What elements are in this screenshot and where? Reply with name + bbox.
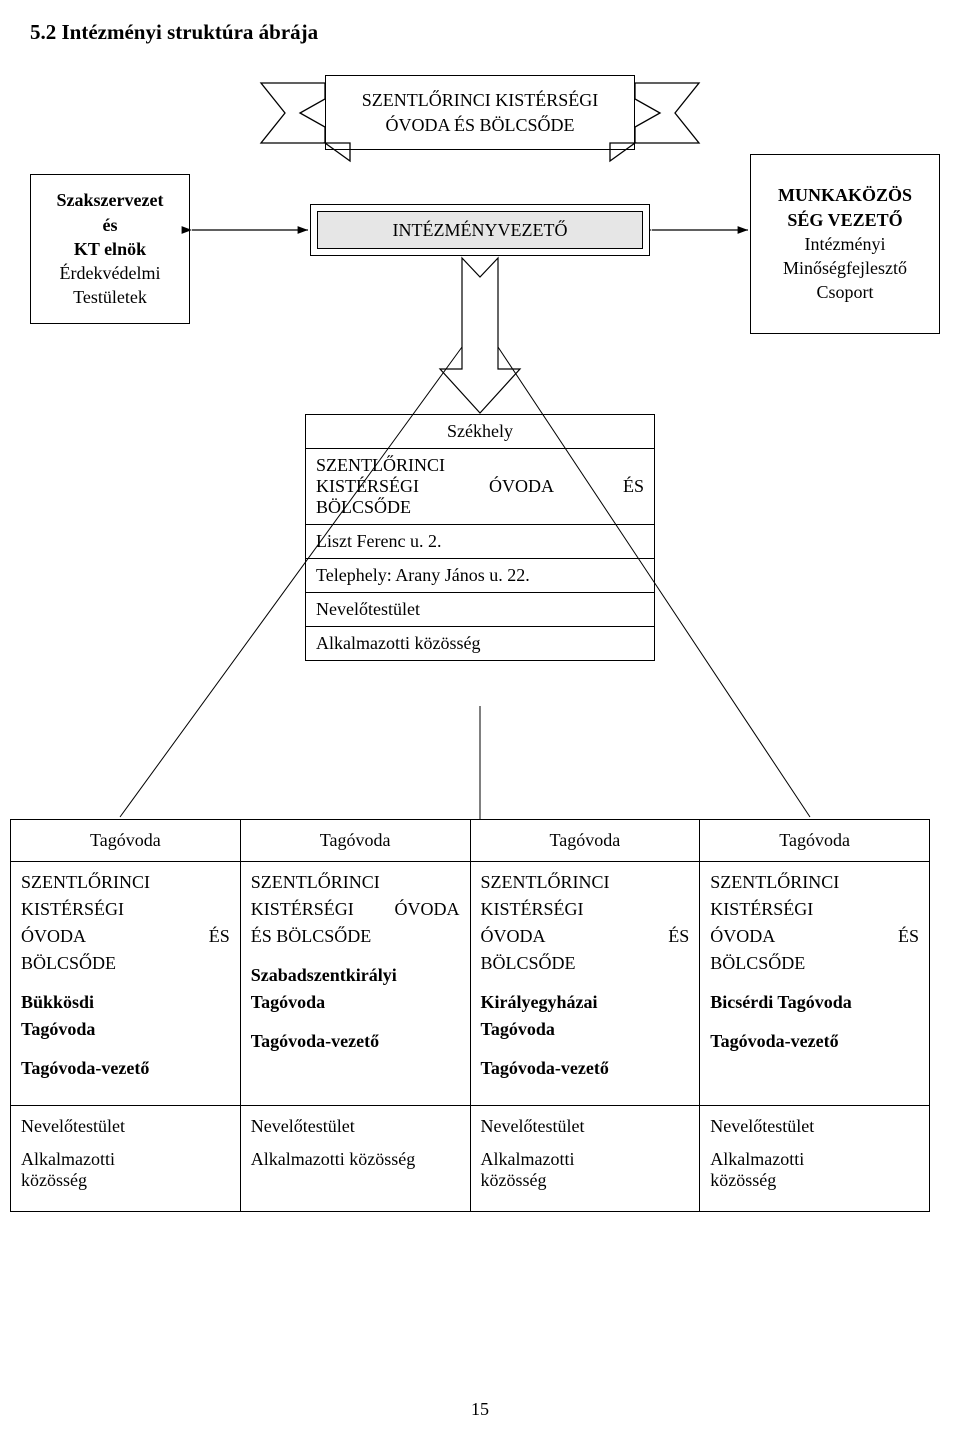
cell-text: Tagóvoda (481, 1019, 690, 1040)
szekhely-nevel: Nevelőtestület (305, 593, 655, 627)
left-l1: Szakszervezet (31, 188, 189, 212)
cell-text: Bicsérdi Tagóvoda (710, 992, 919, 1013)
cell-text: Tagóvoda-vezető (481, 1058, 690, 1079)
cell-text: ÉS (668, 926, 689, 947)
nevel-cell: Nevelőtestület Alkalmazotti közösség (700, 1106, 930, 1212)
cell-text: ÉS (209, 926, 230, 947)
cell-text: KISTÉRSÉGI ÓVODA (251, 899, 460, 920)
cell-text: KISTÉRSÉGI (251, 899, 354, 919)
cell-text: közösség (710, 1170, 919, 1191)
cell-text: Alkalmazotti (21, 1149, 230, 1170)
cell-text: közösség (481, 1170, 690, 1191)
cell-text: Bükkösdi (21, 992, 230, 1013)
cell-text: Tagóvoda-vezető (21, 1058, 230, 1079)
tagovoda-cell: SZENTLŐRINCI KISTÉRSÉGI ÓVODA ÉS BÖLCSŐDE… (11, 862, 241, 1106)
szekhely-name-l1: SZENTLŐRINCI (316, 455, 644, 476)
table-row: SZENTLŐRINCI KISTÉRSÉGI ÓVODA ÉS BÖLCSŐDE… (11, 862, 930, 1106)
cell-text: ÓVODA (481, 926, 546, 946)
szekhely-name: SZENTLŐRINCI KISTÉRSÉGI ÓVODA ÉS BÖLCSŐD… (305, 449, 655, 525)
cell-text: ÉS BÖLCSŐDE (251, 926, 460, 947)
cell-text: ÓVODA ÉS (710, 926, 919, 947)
cell-text: ÓVODA ÉS (21, 926, 230, 947)
cell-text: ÓVODA (21, 926, 86, 946)
table-header: Tagóvoda (11, 820, 241, 862)
right-box: MUNKAKÖZÖS SÉG VEZETŐ Intézményi Minőség… (750, 154, 940, 334)
cell-text: SZENTLŐRINCI (710, 872, 919, 893)
cell-text: BÖLCSŐDE (481, 953, 690, 974)
banner-box: SZENTLŐRINCI KISTÉRSÉGI ÓVODA ÉS BÖLCSŐD… (325, 75, 635, 150)
table-header: Tagóvoda (700, 820, 930, 862)
cell-text: Nevelőtestület (710, 1116, 919, 1137)
cell-text: Tagóvoda (21, 1019, 230, 1040)
tagovoda-cell: SZENTLŐRINCI KISTÉRSÉGI ÓVODA ÉS BÖLCSŐDE… (700, 862, 930, 1106)
szekhely-alkalm: Alkalmazotti közösség (305, 627, 655, 661)
right-l2: SÉG VEZETŐ (751, 208, 939, 232)
szekhely-header: Székhely (305, 414, 655, 449)
table-row: Nevelőtestület Alkalmazotti közösség Nev… (11, 1106, 930, 1212)
cell-text: Királyegyházai (481, 992, 690, 1013)
left-l4: Érdekvédelmi (31, 261, 189, 285)
cell-text: KISTÉRSÉGI (21, 899, 230, 920)
left-l5: Testületek (31, 285, 189, 309)
nevel-cell: Nevelőtestület Alkalmazotti közösség (11, 1106, 241, 1212)
szekhely-name-l2: KISTÉRSÉGI ÓVODA ÉS (316, 476, 644, 497)
cell-text: ÉS (898, 926, 919, 947)
cell-text: közösség (21, 1170, 230, 1191)
cell-text: Nevelőtestület (21, 1116, 230, 1137)
banner-line1: SZENTLŐRINCI KISTÉRSÉGI (326, 88, 634, 112)
table-row: Tagóvoda Tagóvoda Tagóvoda Tagóvoda (11, 820, 930, 862)
cell-text: ÓVODA ÉS (481, 926, 690, 947)
cell-text: Szabadszentkirályi (251, 965, 460, 986)
cell-text: SZENTLŐRINCI (251, 872, 460, 893)
cell-text: KISTÉRSÉGI (710, 899, 919, 920)
cell-text: SZENTLŐRINCI (481, 872, 690, 893)
szekhely-addr1: Liszt Ferenc u. 2. (305, 525, 655, 559)
cell-text: Alkalmazotti (481, 1149, 690, 1170)
leader-box: INTÉZMÉNYVEZETŐ (310, 204, 650, 256)
tagovoda-cell: SZENTLŐRINCI KISTÉRSÉGI ÓVODA ÉS BÖLCSŐDE… (470, 862, 700, 1106)
nevel-cell: Nevelőtestület Alkalmazotti közösség (470, 1106, 700, 1212)
nevel-cell: Nevelőtestület Alkalmazotti közösség (240, 1106, 470, 1212)
right-l5: Csoport (751, 280, 939, 304)
left-l3: KT elnök (31, 237, 189, 261)
tagovoda-cell: SZENTLŐRINCI KISTÉRSÉGI ÓVODA ÉS BÖLCSŐD… (240, 862, 470, 1106)
cell-text: Tagóvoda-vezető (710, 1031, 919, 1052)
cell-text: Nevelőtestület (251, 1116, 460, 1137)
cell-text: SZENTLŐRINCI (21, 872, 230, 893)
page-number: 15 (30, 1399, 930, 1420)
right-l1: MUNKAKÖZÖS (751, 183, 939, 207)
cell-text: KISTÉRSÉGI (481, 899, 690, 920)
cell-text: ÓVODA (395, 899, 460, 920)
cell-text: BÖLCSŐDE (710, 953, 919, 974)
cell-text: Alkalmazotti közösség (251, 1149, 460, 1170)
leader-label: INTÉZMÉNYVEZETŐ (317, 211, 643, 249)
table-header: Tagóvoda (240, 820, 470, 862)
table-header: Tagóvoda (470, 820, 700, 862)
right-l4: Minőségfejlesztő (751, 256, 939, 280)
right-l3: Intézményi (751, 232, 939, 256)
cell-text: BÖLCSŐDE (21, 953, 230, 974)
szekhely-name-l3: BÖLCSŐDE (316, 497, 644, 518)
tagovoda-table: Tagóvoda Tagóvoda Tagóvoda Tagóvoda SZEN… (10, 819, 930, 1212)
org-chart: SZENTLŐRINCI KISTÉRSÉGI ÓVODA ÉS BÖLCSŐD… (30, 69, 930, 1409)
szekhely-box: Székhely SZENTLŐRINCI KISTÉRSÉGI ÓVODA É… (305, 414, 655, 661)
cell-text: Tagóvoda (251, 992, 460, 1013)
szekhely-addr2: Telephely: Arany János u. 22. (305, 559, 655, 593)
cell-text: Tagóvoda-vezető (251, 1031, 460, 1052)
left-box: Szakszervezet és KT elnök Érdekvédelmi T… (30, 174, 190, 324)
banner-line2: ÓVODA ÉS BÖLCSŐDE (326, 113, 634, 137)
left-l2: és (31, 213, 189, 237)
cell-text: ÓVODA (710, 926, 775, 946)
cell-text: Nevelőtestület (481, 1116, 690, 1137)
section-heading: 5.2 Intézményi struktúra ábrája (30, 20, 930, 45)
cell-text: Alkalmazotti (710, 1149, 919, 1170)
